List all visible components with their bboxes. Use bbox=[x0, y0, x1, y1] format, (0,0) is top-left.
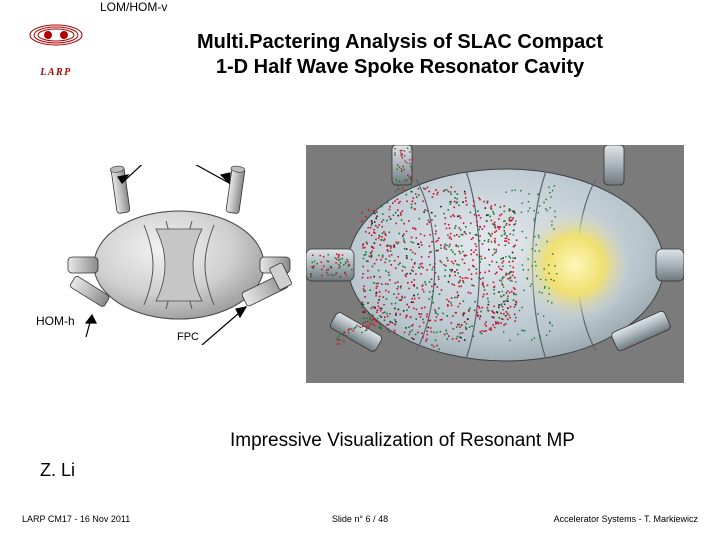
larp-logo: LARP bbox=[12, 22, 100, 78]
cavity-left-diagram bbox=[64, 165, 294, 345]
logo-text: LARP bbox=[12, 67, 100, 78]
title-line1: Multi.Pactering Analysis of SLAC Compact bbox=[197, 31, 603, 53]
footer-left: LARP CM17 - 16 Nov 2011 bbox=[22, 514, 130, 524]
footer-mid-prefix: Slide n° bbox=[332, 514, 366, 524]
footer-mid: Slide n° 6 / 48 bbox=[332, 514, 388, 524]
caption: Impressive Visualization of Resonant MP bbox=[230, 430, 575, 452]
figure-area bbox=[36, 145, 684, 395]
slide-current: 6 bbox=[366, 514, 371, 524]
author: Z. Li bbox=[40, 460, 75, 481]
footer-right: Accelerator Systems - T. Markiewicz bbox=[554, 514, 698, 524]
footer: LARP CM17 - 16 Nov 2011 Slide n° 6 / 48 … bbox=[0, 514, 720, 528]
cavity-right-diagram bbox=[306, 145, 684, 383]
label-lom-hom-v: LOM/HOM-v bbox=[100, 0, 167, 14]
title-line2: 1-D Half Wave Spoke Resonator Cavity bbox=[216, 56, 584, 78]
slide-title: Multi.Pactering Analysis of SLAC Compact… bbox=[120, 30, 680, 80]
larp-logo-icon bbox=[26, 22, 86, 60]
slide-total: 48 bbox=[378, 514, 388, 524]
